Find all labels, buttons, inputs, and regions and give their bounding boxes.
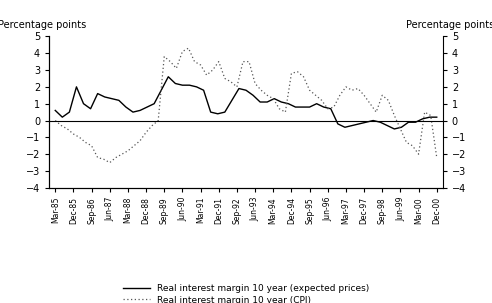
Real interest margin 10 year (expected prices) bbox=[52, 108, 58, 112]
Real interest margin 10 year (CPI) bbox=[185, 46, 191, 50]
Real interest margin 10 year (CPI) bbox=[52, 119, 58, 122]
Line: Real interest margin 10 year (CPI): Real interest margin 10 year (CPI) bbox=[55, 48, 437, 163]
Real interest margin 10 year (CPI) bbox=[101, 158, 107, 161]
Real interest margin 10 year (expected prices) bbox=[123, 105, 129, 109]
Real interest margin 10 year (CPI) bbox=[313, 93, 319, 97]
Real interest margin 10 year (expected prices) bbox=[392, 127, 398, 131]
Real interest margin 10 year (CPI) bbox=[277, 107, 282, 111]
Real interest margin 10 year (CPI) bbox=[434, 156, 440, 159]
Legend: Real interest margin 10 year (expected prices), Real interest margin 10 year (CP: Real interest margin 10 year (expected p… bbox=[123, 284, 369, 303]
Text: Percentage points: Percentage points bbox=[406, 20, 492, 30]
Real interest margin 10 year (expected prices) bbox=[94, 92, 100, 95]
Real interest margin 10 year (CPI) bbox=[107, 161, 113, 165]
Real interest margin 10 year (expected prices) bbox=[165, 75, 171, 78]
Text: Percentage points: Percentage points bbox=[0, 20, 86, 30]
Real interest margin 10 year (CPI) bbox=[307, 88, 312, 92]
Real interest margin 10 year (CPI) bbox=[252, 82, 258, 85]
Real interest margin 10 year (expected prices) bbox=[427, 115, 432, 119]
Real interest margin 10 year (expected prices) bbox=[405, 120, 411, 124]
Real interest margin 10 year (CPI) bbox=[222, 77, 228, 80]
Real interest margin 10 year (expected prices) bbox=[434, 115, 440, 119]
Line: Real interest margin 10 year (expected prices): Real interest margin 10 year (expected p… bbox=[55, 77, 437, 129]
Real interest margin 10 year (expected prices) bbox=[144, 105, 150, 109]
Real interest margin 10 year (expected prices) bbox=[201, 88, 207, 92]
